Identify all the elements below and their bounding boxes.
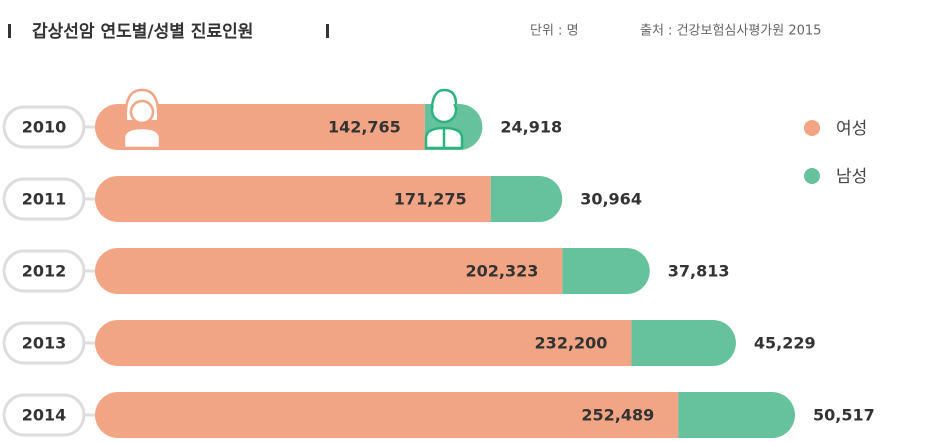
value-label: 45,229 [754, 334, 816, 353]
year-label: 2012 [22, 262, 67, 281]
bar-segment [95, 176, 491, 222]
title-mark [326, 24, 329, 38]
value-label: 232,200 [535, 334, 608, 353]
value-label: 50,517 [813, 406, 875, 425]
bar-segment [95, 392, 679, 438]
legend-label: 여성 [836, 119, 867, 139]
chart-title: 갑상선암 연도별/성별 진료인원 [32, 22, 253, 42]
source: 출처 : 건강보험심사평가원 2015 [640, 24, 821, 39]
value-label: 24,918 [500, 118, 562, 137]
value-label: 171,275 [394, 190, 467, 209]
value-label: 252,489 [581, 406, 654, 425]
male-icon [424, 88, 464, 150]
bar-segment [95, 104, 425, 150]
year-label: 2013 [22, 334, 67, 353]
year-label: 2011 [22, 190, 67, 209]
bars: 2010 142,765 24,918 2011 171,275 30,964 2012 20… [2, 104, 875, 438]
bar-segment [95, 320, 632, 366]
legend-marker [804, 168, 820, 184]
value-label: 202,323 [466, 262, 539, 281]
year-label: 2010 [22, 118, 67, 137]
value-label: 142,765 [328, 118, 401, 137]
bar-segment [95, 248, 563, 294]
value-label: 30,964 [580, 190, 642, 209]
female-icon [122, 88, 162, 150]
bar-segment [562, 248, 650, 294]
legend-marker [804, 120, 820, 136]
legend-label: 남성 [836, 167, 867, 187]
year-label: 2014 [22, 406, 67, 425]
bar-segment [631, 320, 736, 366]
bar-segment [490, 176, 563, 222]
bar-segment [678, 392, 795, 438]
value-label: 37,813 [668, 262, 730, 281]
title-mark [8, 24, 11, 38]
unit: 단위 : 명 [530, 24, 579, 39]
